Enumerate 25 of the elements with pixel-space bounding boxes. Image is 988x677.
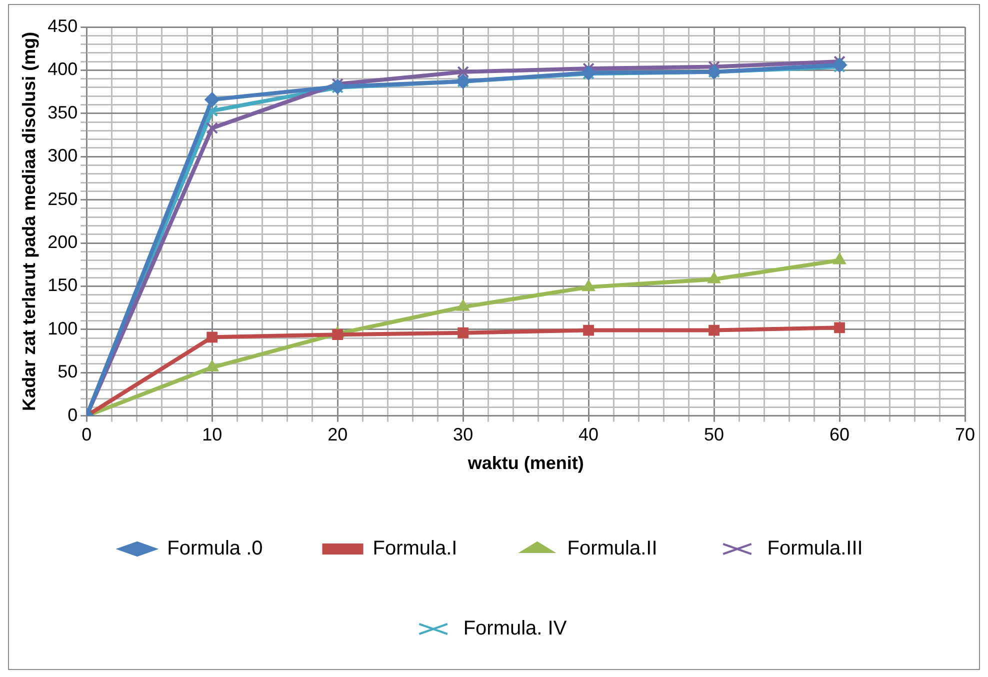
x-axis-title: waktu (menit) [466,453,584,474]
y-tick-label: 450 [48,16,78,36]
y-tick-label: 250 [48,188,78,209]
x-tick-label: 20 [328,424,348,445]
y-tick-label: 300 [48,146,78,166]
y-tick-label: 50 [58,362,78,382]
legend-label: Formula.III [767,538,863,560]
legend-label: Formula.I [372,538,458,560]
y-tick-label: 400 [48,59,78,80]
x-tick-label: 30 [453,424,474,445]
legend-label: Formula. IV [463,618,568,640]
x-tick-label: 0 [82,424,92,445]
x-tick-label: 10 [202,424,222,445]
x-tick-label: 50 [704,424,724,445]
legend-label: Formula .0 [167,538,263,560]
y-tick-label: 150 [48,275,78,296]
legend-label: Formula.II [567,538,658,560]
y-axis-title: Kadar zat terlarut pada mediaa disolusi (mg) [18,32,39,411]
y-tick-label: 0 [68,404,78,425]
x-tick-label: 40 [578,424,599,445]
y-tick-label: 350 [48,102,78,122]
x-tick-label: 60 [830,424,850,445]
x-tick-label: 70 [954,424,976,445]
y-tick-label: 100 [48,318,78,338]
y-tick-label: 200 [48,232,78,252]
